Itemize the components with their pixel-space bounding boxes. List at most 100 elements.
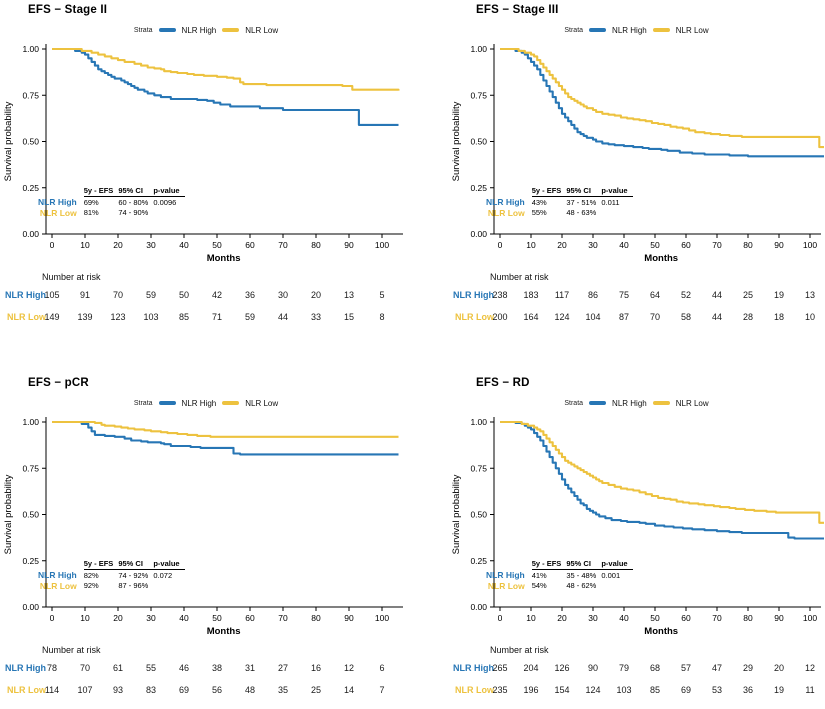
legend-swatch-nlr-low [652, 28, 670, 32]
km-plot: 1.00 0.75 0.50 0.25 0.00 0 10 20 30 40 50 60 70 80 90 1… [3, 44, 403, 264]
risk-count: 19 [773, 290, 784, 300]
risk-count: 90 [587, 663, 598, 673]
risk-count: 38 [211, 663, 222, 673]
x-tick-label: 40 [619, 240, 629, 250]
x-tick-label: 100 [375, 613, 389, 623]
risk-count: 13 [343, 290, 354, 300]
stats-empty-cell [38, 186, 84, 197]
legend-label-nlr-low: NLR Low [675, 398, 709, 408]
strata-label: Strata [564, 26, 584, 34]
legend-swatch-nlr-low [222, 401, 240, 405]
x-tick-label: 80 [311, 240, 321, 250]
x-tick-label: 10 [526, 240, 536, 250]
x-tick-label: 100 [375, 240, 389, 250]
risk-count: 13 [804, 290, 815, 300]
stats-ci-high: 37 - 51% [566, 197, 597, 207]
stats-ci-high: 74 - 92% [118, 570, 149, 580]
stats-efs-low: 55% [531, 208, 547, 218]
x-axis-title: Months [644, 253, 678, 264]
risk-count: 103 [143, 312, 159, 322]
km-curve-high [52, 47, 399, 126]
risk-count: 12 [343, 663, 354, 673]
strata-legend: Strata NLR High NLR Low [0, 395, 412, 411]
panel-efs-stage-ii: EFS − Stage II Strata NLR High NLR Low 1… [0, 0, 412, 363]
risk-row-label-high: NLR High [5, 663, 46, 673]
x-axis-title: Months [207, 253, 241, 264]
stats-ci-low: 87 - 96% [118, 581, 149, 591]
chart-area: 1.00 0.75 0.50 0.25 0.00 0 10 20 30 40 50 60 70 80 90 1… [448, 413, 825, 639]
risk-count: 139 [77, 312, 93, 322]
stats-efs-high: 41% [531, 570, 547, 580]
risk-count: 149 [44, 312, 60, 322]
stats-header-ci: 95% CI [118, 559, 154, 571]
stats-header-ci: 95% CI [566, 559, 602, 571]
stats-label-nlr-low: NLR Low [487, 580, 525, 591]
legend-swatch-nlr-low [222, 28, 240, 32]
legend-label-nlr-high: NLR High [612, 25, 647, 35]
y-tick-label: 1.00 [470, 44, 487, 54]
risk-count: 28 [742, 312, 753, 322]
strata-label: Strata [133, 399, 153, 407]
risk-count: 69 [680, 685, 691, 695]
panel-efs-rd: EFS − RD Strata NLR High NLR Low 1.00 0.7… [412, 363, 825, 695]
risk-count: 44 [711, 290, 722, 300]
stats-efs-high: 82% [83, 570, 99, 580]
number-at-risk-label: Number at risk [42, 645, 101, 655]
x-tick-label: 100 [803, 613, 817, 623]
risk-count: 48 [244, 685, 255, 695]
x-tick-label: 80 [311, 613, 321, 623]
y-axis-title: Survival probability [3, 101, 14, 181]
y-tick-label: 0.25 [470, 556, 487, 566]
risk-count: 59 [244, 312, 255, 322]
x-tick-label: 0 [498, 613, 503, 623]
risk-count: 235 [492, 685, 508, 695]
y-axis-title: Survival probability [3, 474, 14, 554]
stats-efs-low: 81% [83, 208, 99, 218]
risk-count: 154 [554, 685, 570, 695]
x-tick-label: 50 [650, 613, 660, 623]
risk-count: 44 [277, 312, 288, 322]
x-tick-label: 10 [526, 613, 536, 623]
risk-count: 70 [112, 290, 123, 300]
stats-table: 5y - EFS 95% CI p-value NLR High 43% 37 … [486, 186, 633, 218]
x-tick-label: 50 [212, 240, 222, 250]
risk-count: 69 [178, 685, 189, 695]
x-tick-label: 90 [774, 613, 784, 623]
risk-count: 10 [804, 312, 815, 322]
risk-count: 86 [587, 290, 598, 300]
risk-row-low: NLR Low 114 107 93 83 69 56 48 35 25 14 7 [0, 685, 412, 707]
x-tick-label: 30 [588, 240, 598, 250]
x-tick-label: 50 [650, 240, 660, 250]
risk-count: 103 [616, 685, 632, 695]
km-curve-high [500, 420, 824, 540]
strata-label: Strata [564, 399, 584, 407]
stats-row-low: NLR Low 55% 48 - 63% [486, 208, 633, 219]
legend-label-nlr-low: NLR Low [675, 25, 709, 35]
risk-count: 20 [773, 663, 784, 673]
risk-row-high: NLR High 265 204 126 90 79 68 57 47 29 20 12 [448, 663, 825, 685]
stats-empty-cell [486, 186, 532, 197]
risk-count: 7 [379, 685, 385, 695]
stats-table: 5y - EFS 95% CI p-value NLR High 69% 60 … [38, 186, 185, 218]
risk-row-low: NLR Low 149 139 123 103 85 71 59 44 33 15 8 [0, 312, 412, 334]
risk-count: 35 [277, 685, 288, 695]
risk-count: 91 [79, 290, 90, 300]
risk-count: 18 [773, 312, 784, 322]
stats-header-efs: 5y - EFS [83, 186, 119, 198]
risk-row-label-high: NLR High [5, 290, 46, 300]
panel-title: EFS − Stage II [28, 4, 108, 16]
stats-row-low: NLR Low 92% 87 - 96% [38, 581, 185, 592]
risk-count: 19 [773, 685, 784, 695]
risk-count: 31 [244, 663, 255, 673]
stats-label-nlr-low: NLR Low [39, 207, 77, 218]
km-curve-low [500, 47, 824, 149]
legend-swatch-nlr-high [158, 28, 176, 32]
stats-row-high: NLR High 69% 60 - 80% 0.0096 [38, 197, 185, 208]
x-tick-label: 90 [344, 240, 354, 250]
stats-p-value: 0.011 [601, 197, 620, 207]
risk-count: 70 [649, 312, 660, 322]
risk-count: 11 [805, 685, 815, 695]
risk-table: NLR High 238 183 117 86 75 64 52 44 25 19 13 NLR Low… [448, 290, 825, 336]
stats-label-nlr-high: NLR High [486, 569, 525, 580]
x-tick-label: 60 [245, 240, 255, 250]
